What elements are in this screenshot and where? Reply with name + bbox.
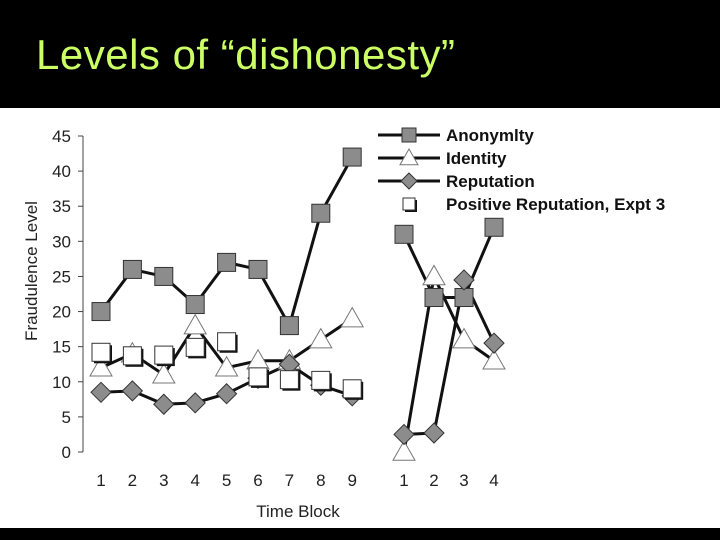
reputation-point (453, 269, 475, 291)
anonymity-point (394, 224, 414, 244)
anonymity-point (279, 316, 299, 336)
identity-point (308, 327, 333, 349)
reputation-line (403, 278, 496, 436)
x-tick-label: 9 (347, 471, 356, 490)
chart-panel: 0 5 10 15 20 25 30 35 40 45 1 2 3 4 5 6 7 8 9 1 2 3 4 Anonymlt… (0, 108, 720, 528)
y-tick-label: 30 (52, 232, 71, 251)
anonymity-point (217, 252, 237, 272)
positive-reputation-expt-3-point (217, 332, 237, 352)
legend-label-positive-reputation-expt-3: Positive Reputation, Expt 3 (446, 195, 665, 214)
slide-title: Levels of “dishonesty” (36, 31, 456, 78)
identity-point (482, 348, 506, 370)
x-tick-label: 2 (128, 471, 137, 490)
reputation-point (483, 332, 505, 354)
identity-point (340, 306, 365, 328)
x-tick-label: 4 (190, 471, 199, 490)
x-tick-label: 3 (459, 471, 468, 490)
positive-reputation-expt-3-point (91, 342, 111, 362)
legend-marker-positive-reputation-expt-3 (402, 197, 416, 211)
x-tick-label: 1 (399, 471, 408, 490)
identity-point (89, 355, 113, 377)
x-tick-label: 1 (96, 471, 105, 490)
anonymity-point (154, 266, 174, 286)
identity-point (151, 362, 176, 384)
positive-reputation-expt-3-point (342, 379, 362, 399)
x-tick-label: 3 (159, 471, 168, 490)
identity-point (422, 264, 446, 286)
positive-reputation-expt-3-point (122, 346, 142, 366)
anonymity-point (248, 259, 268, 279)
x-tick-label: 7 (285, 471, 294, 490)
positive-reputation-expt-3-point (311, 370, 331, 390)
y-tick-label: 15 (52, 338, 71, 357)
anonymity-line (402, 226, 496, 300)
identity-point (452, 327, 476, 349)
reputation-point (215, 383, 238, 405)
identity-point (183, 313, 208, 335)
positive-reputation-expt-3-point (185, 337, 205, 357)
identity-point (392, 439, 416, 461)
y-tick-label: 45 (52, 127, 71, 146)
anonymity-point (91, 302, 111, 322)
reputation-point (153, 393, 175, 415)
anonymity-point (311, 203, 331, 223)
reputation-point (184, 392, 206, 414)
identity-line (402, 274, 495, 453)
legend-marker-reputation (400, 172, 418, 190)
identity-point (214, 355, 239, 377)
anonymity-line (99, 156, 354, 328)
legend-label-reputation: Reputation (446, 172, 535, 191)
series-markers (89, 147, 506, 461)
x-axis-title: Time Block (256, 502, 340, 521)
legend: Anonymlty Identity Reputation Positive Repu… (378, 126, 665, 214)
anonymity-point (424, 288, 444, 308)
anonymity-point (185, 295, 205, 315)
x-tick-label: 2 (429, 471, 438, 490)
y-tick-label: 10 (52, 373, 71, 392)
x-tick-label: 6 (253, 471, 262, 490)
y-tick-label: 25 (52, 267, 71, 286)
anonymity-point (342, 147, 362, 167)
reputation-point (90, 381, 112, 404)
reputation-point (393, 423, 415, 446)
reputation-point (121, 380, 144, 402)
y-tick-label: 20 (52, 303, 71, 322)
x-tick-label: 8 (316, 471, 325, 490)
y-axis-title: Fraudulence Level (22, 201, 41, 341)
anonymity-point (122, 259, 142, 279)
legend-marker-anonymity (401, 127, 417, 143)
y-tick-label: 5 (62, 408, 71, 427)
x-tick-label: 5 (222, 471, 231, 490)
positive-reputation-expt-3-point (248, 367, 268, 387)
x-tick-label: 4 (489, 471, 498, 490)
reputation-point (423, 422, 445, 444)
anonymity-point (454, 288, 474, 308)
positive-reputation-expt-3-point (279, 370, 299, 390)
y-tick-label: 35 (52, 197, 71, 216)
legend-marker-identity (399, 147, 419, 166)
y-tick-label: 40 (52, 162, 71, 181)
positive-reputation-expt-3-point (154, 345, 174, 365)
legend-label-anonymity: Anonymlty (446, 126, 534, 145)
anonymity-point (484, 217, 504, 237)
y-tick-label: 0 (62, 443, 71, 462)
legend-label-identity: Identity (446, 149, 507, 168)
